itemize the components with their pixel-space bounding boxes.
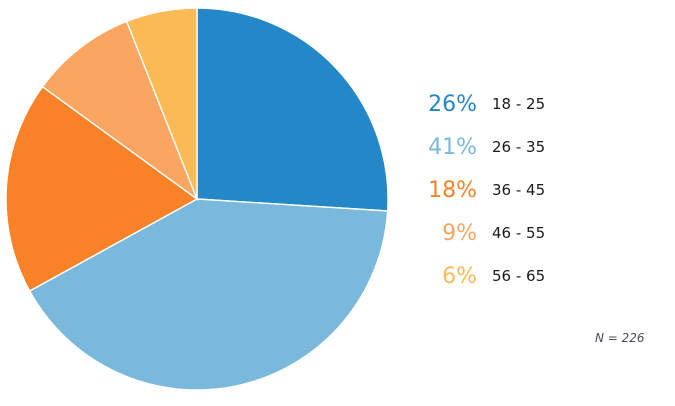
chart-legend: 26% 18 - 25 41% 26 - 35 18% 36 - 45 9% 46 - 55 6…: [420, 83, 545, 298]
pie-slice-26-35: [28, 198, 389, 391]
sample-size-note: N = 226: [595, 331, 645, 345]
legend-percent: 18%: [428, 177, 477, 203]
legend-percent: 9%: [442, 220, 477, 246]
legend-label: 46 - 55: [492, 224, 546, 242]
pie-slice-46-55: [41, 20, 199, 201]
legend-label: 18 - 25: [492, 95, 546, 113]
legend-item: 41% 26 - 35: [420, 126, 545, 169]
legend-item: 26% 18 - 25: [420, 83, 545, 126]
legend-percent: 6%: [442, 263, 477, 289]
legend-item: 18% 36 - 45: [420, 169, 545, 212]
pie-chart: [5, 7, 389, 391]
pie-slice-36-45: [5, 85, 199, 292]
pie-slice-18-25: [196, 7, 389, 212]
pie-slice-56-65: [125, 7, 198, 200]
legend-percent: 41%: [428, 134, 477, 160]
legend-item: 6% 56 - 65: [420, 255, 545, 298]
legend-label: 56 - 65: [492, 267, 546, 285]
legend-percent: 26%: [428, 91, 477, 117]
legend-label: 36 - 45: [492, 181, 546, 199]
legend-item: 9% 46 - 55: [420, 212, 545, 255]
legend-label: 26 - 35: [492, 138, 546, 156]
